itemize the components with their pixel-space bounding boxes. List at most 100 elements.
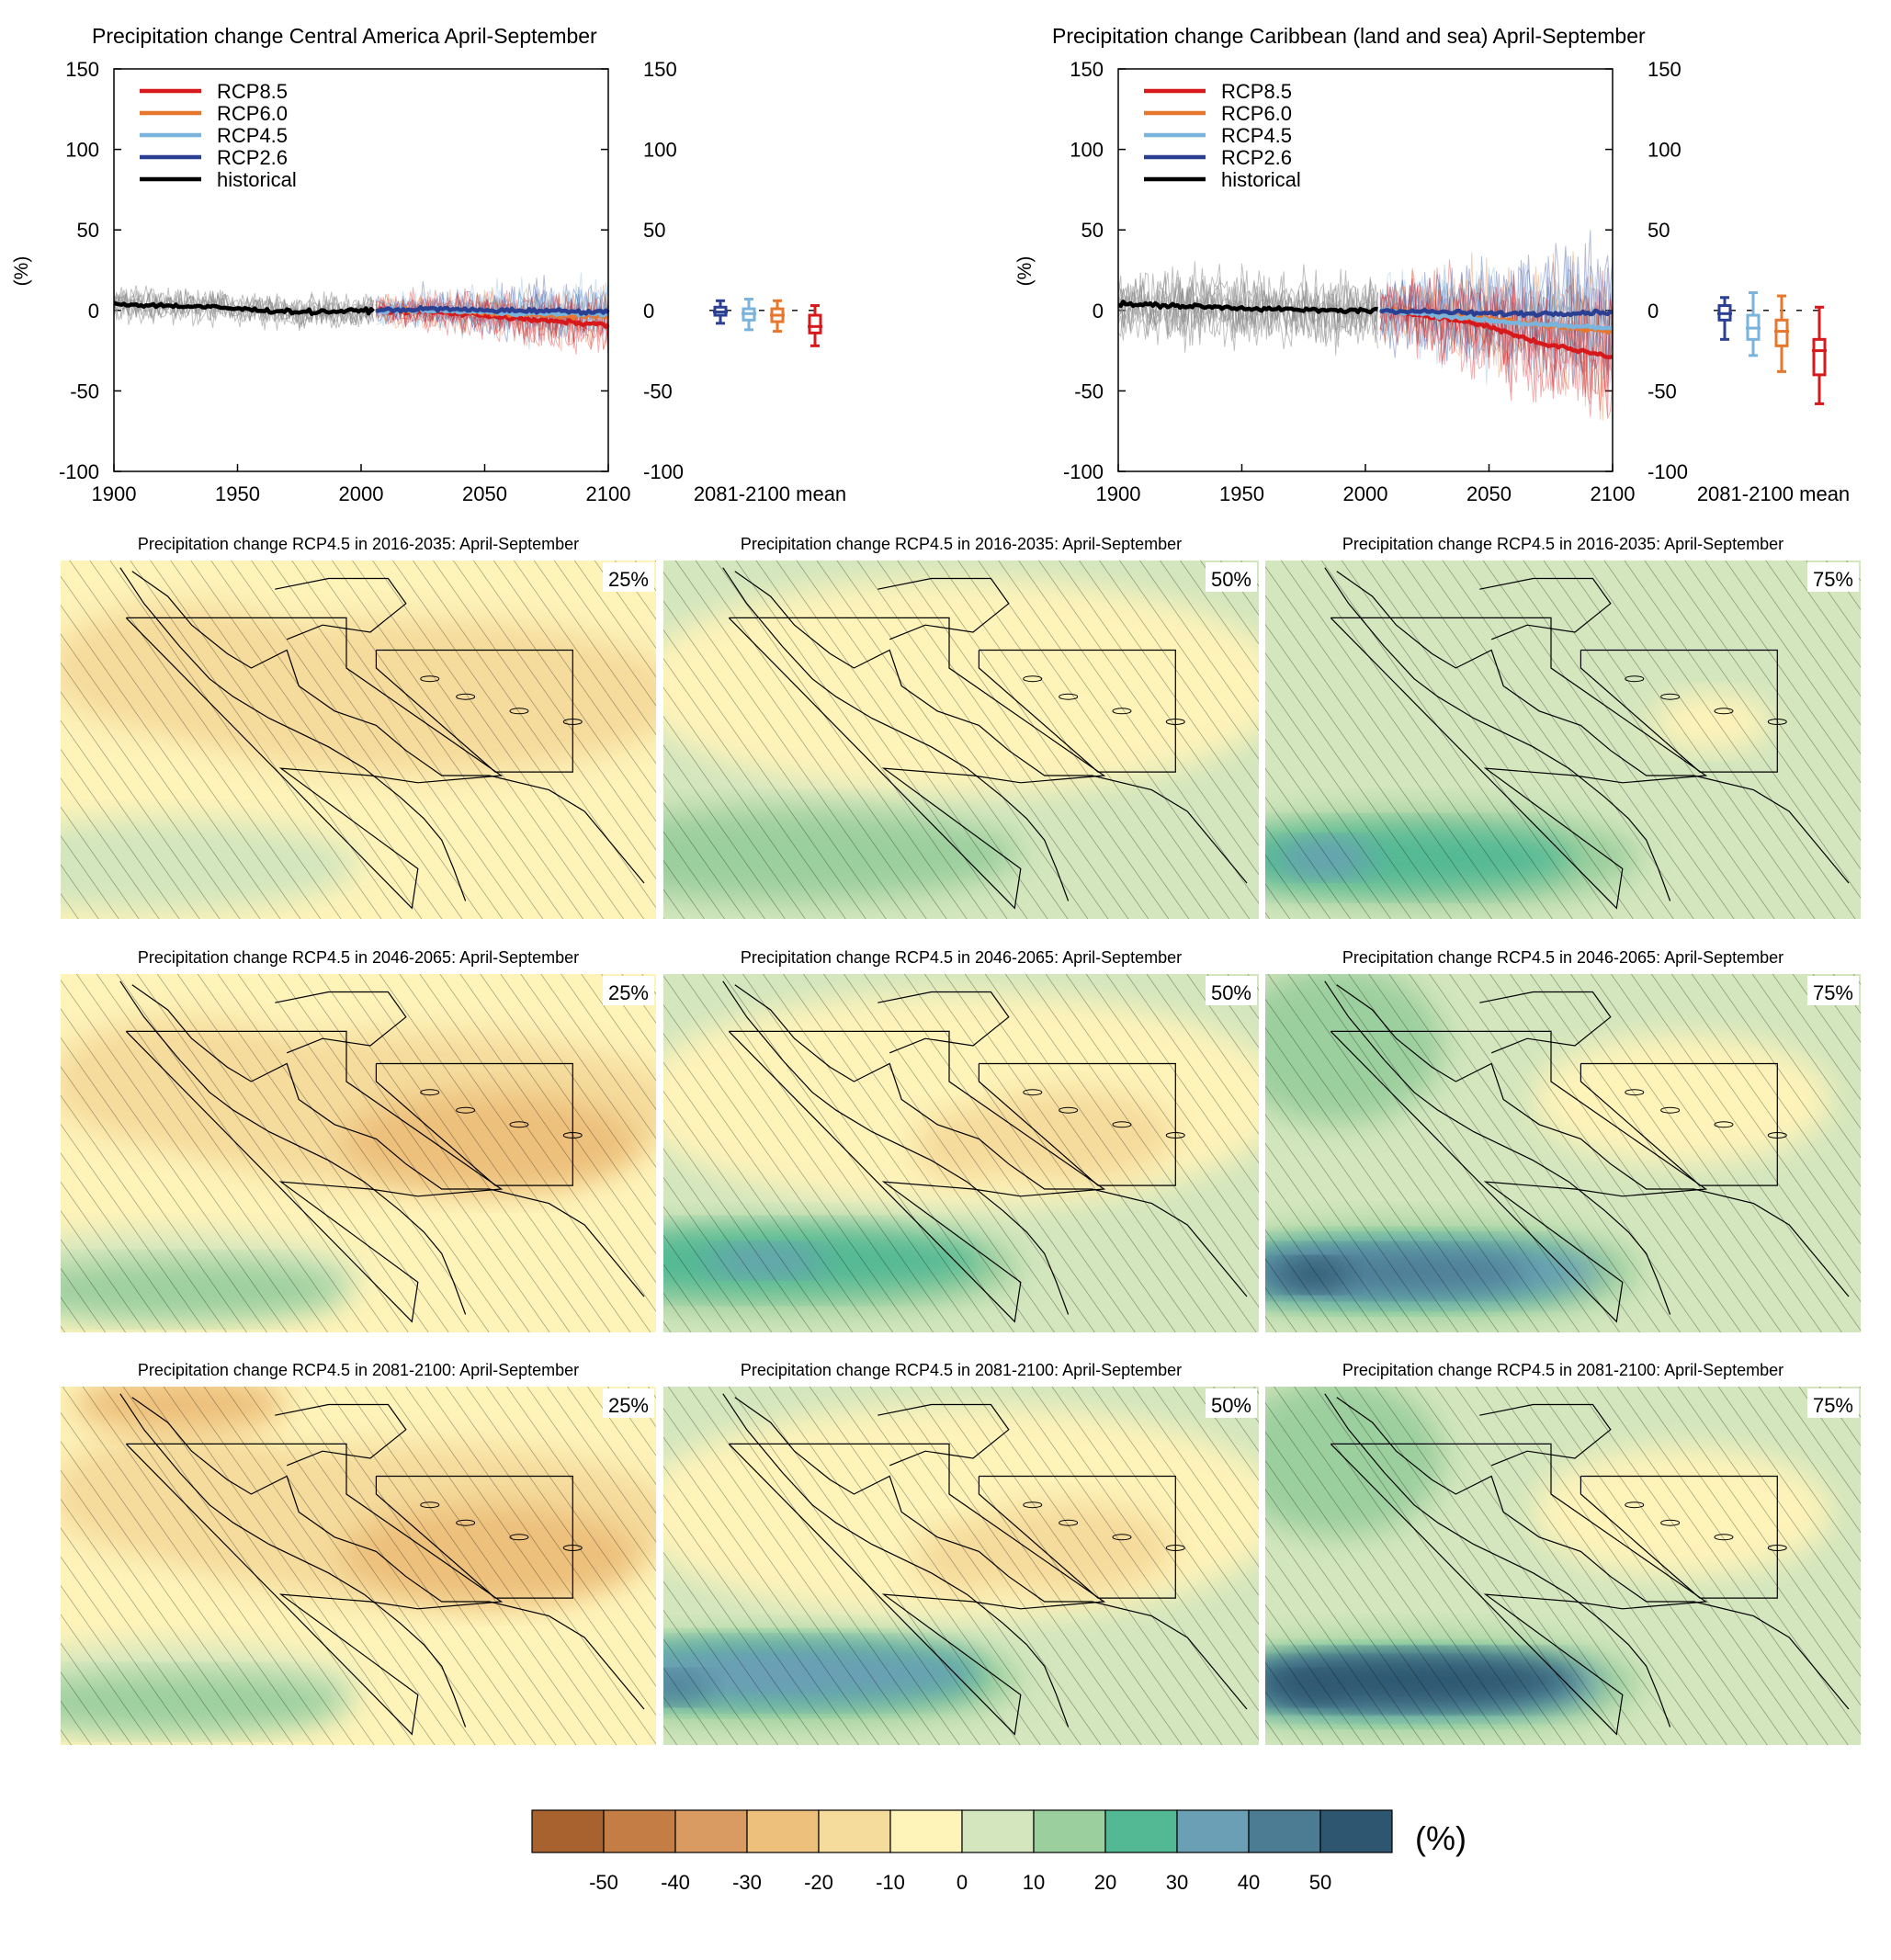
colorbar-unit: (%) (1415, 1819, 1466, 1857)
x-tick-label: 2050 (1466, 482, 1512, 505)
ensemble-member-rcp60 (375, 287, 609, 343)
island-outline (1660, 693, 1681, 700)
mean-line-rcp26 (1380, 307, 1613, 318)
colorbar-swatch (818, 1809, 891, 1853)
chart-title: Precipitation change Caribbean (land and… (1052, 24, 1646, 48)
map-hatching (663, 1387, 1259, 1745)
island-outline (509, 1534, 529, 1541)
boxplot-label: 2081-2100 mean (1697, 482, 1850, 505)
colorbar-label: 50 (1309, 1871, 1331, 1894)
percentile-badge-bg (1807, 976, 1859, 1005)
colorbar-label: -30 (732, 1871, 762, 1894)
percentile-label: 75% (1813, 1394, 1853, 1417)
region-box-caribbean (375, 1475, 573, 1599)
region-box-caribbean (978, 649, 1176, 773)
coastline (1479, 991, 1612, 1054)
x-tick-label: 1900 (1096, 482, 1141, 505)
y-tick-label: 150 (643, 58, 677, 81)
coastline (119, 980, 467, 1315)
region-box-caribbean (375, 649, 573, 773)
region-box-central-america (125, 1030, 504, 1323)
island-outline (1059, 1106, 1079, 1114)
region-box-central-america (728, 617, 1106, 910)
colorbar-label: -10 (876, 1871, 905, 1894)
ensemble-member-historical (113, 289, 374, 327)
coastline (734, 571, 1248, 884)
percentile-badge-bg (1206, 1388, 1257, 1418)
map-hatching (61, 1387, 656, 1745)
island-outline (1660, 1106, 1681, 1114)
map-title: Precipitation change RCP4.5 in 2081-2100… (1342, 1361, 1783, 1379)
ensemble-member-rcp26 (1379, 245, 1614, 394)
percentile-label: 75% (1813, 568, 1853, 591)
colorbar-swatch (1104, 1809, 1178, 1853)
ensemble-member-rcp60 (1379, 276, 1614, 421)
legend-label: historical (217, 168, 297, 191)
coastline (1324, 567, 1671, 901)
ensemble-member-rcp85 (1379, 270, 1614, 412)
coastline (878, 1403, 1010, 1467)
mean-line-rcp85 (1379, 307, 1614, 359)
colorbar-label: -20 (804, 1871, 833, 1894)
x-tick-label: 2100 (586, 482, 631, 505)
timeseries-central-america: Precipitation change Central America Apr… (11, 24, 846, 505)
region-box-central-america (125, 1443, 504, 1736)
y-tick-label: -100 (1648, 460, 1688, 483)
y-tick-label: 0 (1648, 300, 1659, 323)
map-grid: Precipitation change RCP4.5 in 2016-2035… (61, 535, 1861, 1745)
x-tick-label: 2000 (1343, 482, 1388, 505)
map-panel: Precipitation change RCP4.5 in 2016-2035… (1265, 535, 1861, 919)
coastline (131, 571, 645, 884)
map-hatching (1265, 1387, 1861, 1745)
coastline (275, 991, 407, 1054)
y-tick-label: 100 (65, 139, 99, 162)
boxplot-2081-2100 (709, 298, 822, 347)
y-tick-label: 100 (1070, 139, 1104, 162)
island-outline (1714, 1534, 1734, 1541)
map-hatching (61, 561, 656, 919)
island-outline (1112, 1534, 1132, 1541)
mean-line-historical (1117, 300, 1378, 315)
legend-label: RCP6.0 (217, 102, 288, 125)
island-outline (1660, 1519, 1681, 1526)
map-panel: Precipitation change RCP4.5 in 2016-2035… (663, 535, 1259, 919)
y-tick-label: -50 (70, 380, 99, 402)
ensemble-member-historical (1117, 264, 1378, 346)
coastline (722, 980, 1070, 1315)
mean-line-rcp26 (375, 304, 610, 316)
x-tick-label: 1900 (92, 482, 137, 505)
legend-label: RCP8.5 (1221, 80, 1292, 103)
island-outline (420, 675, 440, 683)
colorbar-swatch (1248, 1809, 1321, 1853)
y-tick-label: 50 (1648, 219, 1670, 242)
coastline (878, 577, 1010, 640)
coastline (131, 984, 645, 1297)
mean-line-historical (113, 300, 375, 316)
island-outline (1112, 708, 1132, 715)
map-panel: Precipitation change RCP4.5 in 2046-2065… (663, 948, 1259, 1332)
island-outline (1023, 1501, 1043, 1509)
ensemble-member-rcp26 (1379, 244, 1614, 367)
colorbar-swatches (531, 1809, 1393, 1853)
colorbar-swatch (961, 1809, 1035, 1853)
map-hatching (1265, 974, 1861, 1332)
percentile-label: 50% (1211, 981, 1251, 1004)
coastline (1324, 980, 1671, 1315)
colorbar-swatch (674, 1809, 748, 1853)
chart-title: Precipitation change Central America Apr… (92, 24, 597, 48)
y-tick-labels-left: 150 100 50 0 -50 -100 (1063, 58, 1104, 483)
plot-area (1117, 68, 1614, 472)
y-tick-labels-right: 150 100 50 0 -50 -100 (643, 58, 684, 483)
y-tick-label: 150 (1648, 58, 1682, 81)
coastline (275, 1403, 407, 1467)
percentile-label: 50% (1211, 568, 1251, 591)
colorbar-swatch (746, 1809, 820, 1853)
plot-frame (1117, 68, 1614, 472)
coastline (1324, 1393, 1671, 1728)
coastline (722, 567, 1070, 901)
legend-label: RCP6.0 (1221, 102, 1292, 125)
map-panel: Precipitation change RCP4.5 in 2081-2100… (1265, 1361, 1861, 1745)
region-box-caribbean (375, 1062, 573, 1186)
colorbar-swatch (889, 1809, 963, 1853)
